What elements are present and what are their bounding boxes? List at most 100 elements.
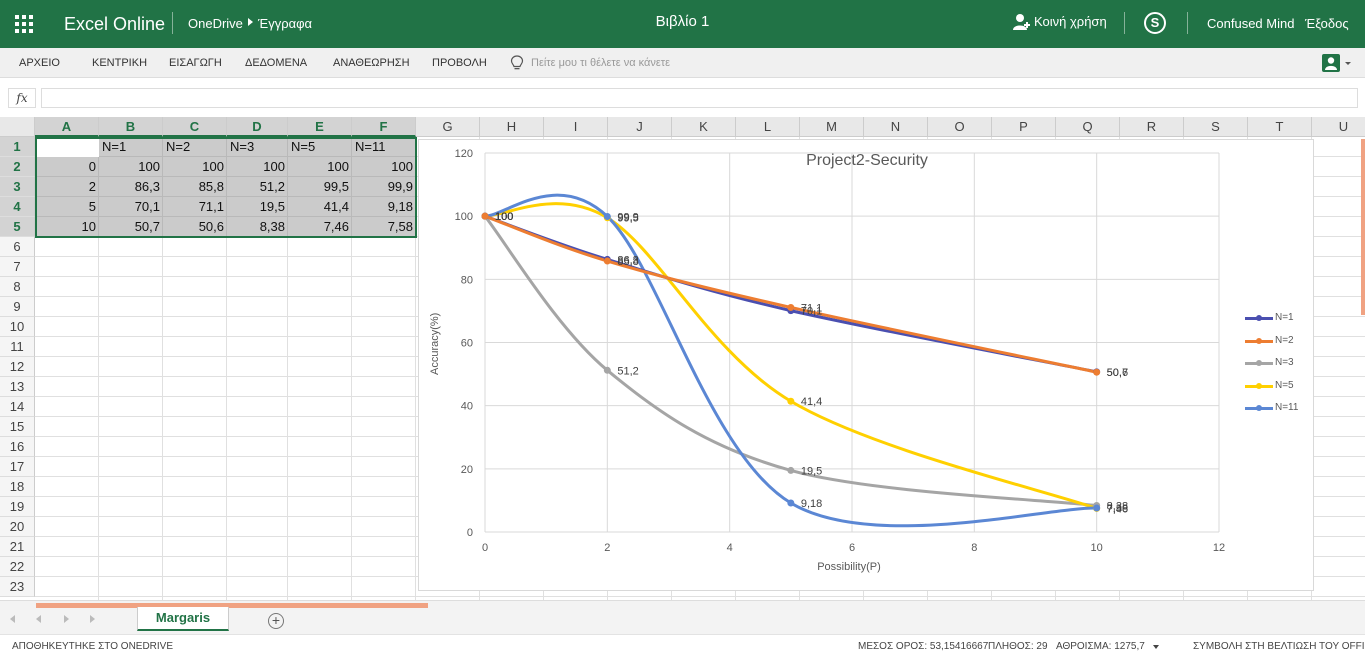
cell-c2[interactable]: 100: [202, 159, 224, 174]
share-button[interactable]: Κοινή χρήση: [1034, 14, 1107, 29]
cell-b1[interactable]: N=1: [102, 139, 127, 154]
line-chart[interactable]: 0 20 40 60 80 100 120 0 2 4 6 8 10 12 100 51,2 19,5 8,38 1…: [418, 139, 1314, 591]
row-header-19[interactable]: 19: [0, 497, 35, 517]
column-header-c[interactable]: C: [163, 117, 227, 137]
cell-a5[interactable]: 10: [81, 219, 96, 234]
cell-e2[interactable]: 100: [327, 159, 349, 174]
row-header-11[interactable]: 11: [0, 337, 35, 357]
row-header-8[interactable]: 8: [0, 277, 35, 297]
cell-d1[interactable]: N=3: [230, 139, 255, 154]
cell-d2[interactable]: 100: [263, 159, 285, 174]
column-header-m[interactable]: M: [800, 117, 864, 137]
cell-b2[interactable]: 100: [138, 159, 160, 174]
cell-b4[interactable]: 70,1: [134, 199, 160, 214]
formula-input[interactable]: [41, 88, 1358, 108]
cell-a1[interactable]: [35, 137, 99, 157]
column-header-p[interactable]: P: [992, 117, 1056, 137]
row-header-20[interactable]: 20: [0, 517, 35, 537]
app-name[interactable]: Excel Online: [64, 14, 166, 34]
active-cell[interactable]: [37, 139, 99, 157]
row-header-9[interactable]: 9: [0, 297, 35, 317]
chevron-down-icon[interactable]: [1153, 645, 1159, 649]
tab-data[interactable]: ΔΕΔΟΜΕΝΑ: [245, 57, 308, 69]
row-header-21[interactable]: 21: [0, 537, 35, 557]
tab-home[interactable]: ΚΕΝΤΡΙΚΗ: [92, 57, 148, 69]
column-header-b[interactable]: B: [99, 117, 163, 137]
row-header-1[interactable]: 1: [0, 137, 35, 157]
last-sheet-arrow-icon[interactable]: [90, 615, 95, 623]
row-header-10[interactable]: 10: [0, 317, 35, 337]
next-sheet-arrow-icon[interactable]: [64, 615, 69, 623]
cell-e1[interactable]: N=5: [291, 139, 316, 154]
row-header-4[interactable]: 4: [0, 197, 35, 217]
row-header-5[interactable]: 5: [0, 217, 35, 237]
cell-c3[interactable]: 85,8: [198, 179, 224, 194]
row-header-14[interactable]: 14: [0, 397, 35, 417]
user-profile-icon[interactable]: [1322, 54, 1340, 72]
cell-e5[interactable]: 7,46: [323, 219, 349, 234]
tab-file[interactable]: ΑΡΧΕΙΟ: [19, 57, 60, 69]
column-header-j[interactable]: J: [608, 117, 672, 137]
breadcrumb-onedrive[interactable]: OneDrive: [188, 16, 243, 31]
tell-me-input[interactable]: Πείτε μου τι θέλετε να κάνετε: [531, 57, 670, 69]
user-name[interactable]: Confused Mind: [1207, 16, 1295, 31]
cell-d3[interactable]: 51,2: [259, 179, 285, 194]
row-header-18[interactable]: 18: [0, 477, 35, 497]
column-header-s[interactable]: S: [1184, 117, 1248, 137]
first-sheet-arrow-icon[interactable]: [10, 615, 15, 623]
horizontal-scrollbar[interactable]: [36, 603, 428, 608]
row-header-15[interactable]: 15: [0, 417, 35, 437]
column-header-r[interactable]: R: [1120, 117, 1184, 137]
column-header-q[interactable]: Q: [1056, 117, 1120, 137]
column-header-l[interactable]: L: [736, 117, 800, 137]
row-header-23[interactable]: 23: [0, 577, 35, 597]
cell-d5[interactable]: 8,38: [259, 219, 285, 234]
improve-office-link[interactable]: ΣΥΜΒΟΛΗ ΣΤΗ ΒΕΛΤΙΩΣΗ ΤΟΥ OFFICE: [1193, 641, 1365, 652]
cell-a2[interactable]: 0: [88, 159, 96, 174]
column-header-u[interactable]: U: [1312, 117, 1365, 137]
sheet-tab-margaris[interactable]: Margaris: [137, 607, 229, 631]
prev-sheet-arrow-icon[interactable]: [36, 615, 41, 623]
cell-c4[interactable]: 71,1: [198, 199, 224, 214]
column-header-i[interactable]: I: [544, 117, 608, 137]
select-all-corner[interactable]: [0, 117, 35, 137]
column-header-a[interactable]: A: [35, 117, 99, 137]
vertical-scrollbar[interactable]: [1361, 139, 1365, 315]
cell-b3[interactable]: 86,3: [134, 179, 160, 194]
signout-link[interactable]: Έξοδος: [1305, 16, 1349, 31]
column-header-h[interactable]: H: [480, 117, 544, 137]
cell-d4[interactable]: 19,5: [259, 199, 285, 214]
row-header-2[interactable]: 2: [0, 157, 35, 177]
tab-view[interactable]: ΠΡΟΒΟΛΗ: [432, 57, 487, 69]
column-header-e[interactable]: E: [288, 117, 352, 137]
function-icon[interactable]: fx: [8, 88, 36, 108]
cell-f4[interactable]: 9,18: [387, 199, 413, 214]
cell-a4[interactable]: 5: [88, 199, 96, 214]
column-header-t[interactable]: T: [1248, 117, 1312, 137]
row-header-12[interactable]: 12: [0, 357, 35, 377]
cell-f2[interactable]: 100: [391, 159, 413, 174]
chevron-down-icon[interactable]: [1345, 62, 1351, 65]
row-header-16[interactable]: 16: [0, 437, 35, 457]
column-header-d[interactable]: D: [227, 117, 288, 137]
row-header-13[interactable]: 13: [0, 377, 35, 397]
cell-c1[interactable]: N=2: [166, 139, 191, 154]
row-header-6[interactable]: 6: [0, 237, 35, 257]
column-header-g[interactable]: G: [416, 117, 480, 137]
skype-icon[interactable]: S: [1144, 12, 1166, 34]
row-header-22[interactable]: 22: [0, 557, 35, 577]
cell-f1[interactable]: N=11: [355, 139, 386, 154]
breadcrumb-folder[interactable]: Έγγραφα: [258, 16, 313, 31]
add-person-icon[interactable]: [1012, 13, 1030, 31]
cell-b5[interactable]: 50,7: [134, 219, 160, 234]
column-header-k[interactable]: K: [672, 117, 736, 137]
column-header-o[interactable]: O: [928, 117, 992, 137]
add-sheet-icon[interactable]: +: [268, 613, 284, 629]
column-header-n[interactable]: N: [864, 117, 928, 137]
cell-e3[interactable]: 99,5: [323, 179, 349, 194]
cell-f3[interactable]: 99,9: [387, 179, 413, 194]
cell-f5[interactable]: 7,58: [387, 219, 413, 234]
cell-e4[interactable]: 41,4: [323, 199, 349, 214]
cell-a3[interactable]: 2: [88, 179, 96, 194]
row-header-7[interactable]: 7: [0, 257, 35, 277]
